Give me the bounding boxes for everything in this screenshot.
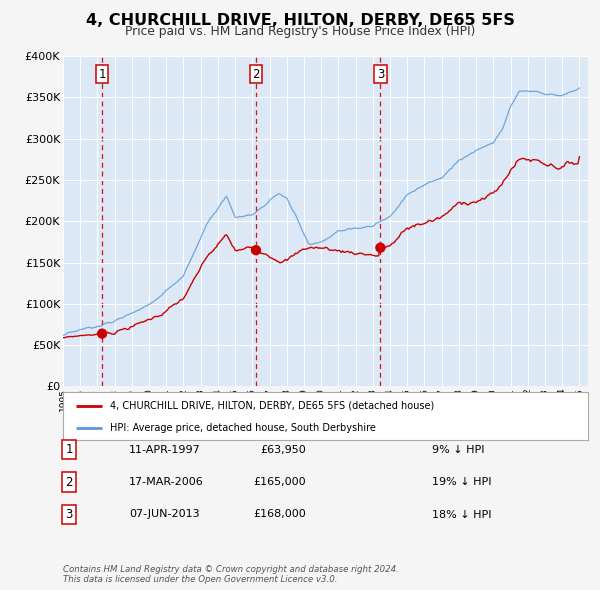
Text: Contains HM Land Registry data © Crown copyright and database right 2024.
This d: Contains HM Land Registry data © Crown c… (63, 565, 399, 584)
Text: Price paid vs. HM Land Registry's House Price Index (HPI): Price paid vs. HM Land Registry's House … (125, 25, 475, 38)
Text: 2: 2 (252, 68, 260, 81)
Text: 17-MAR-2006: 17-MAR-2006 (129, 477, 204, 487)
Text: 3: 3 (377, 68, 384, 81)
Text: 9% ↓ HPI: 9% ↓ HPI (432, 445, 485, 454)
Text: 4, CHURCHILL DRIVE, HILTON, DERBY, DE65 5FS (detached house): 4, CHURCHILL DRIVE, HILTON, DERBY, DE65 … (110, 401, 434, 411)
Text: 1: 1 (65, 443, 73, 456)
Text: £168,000: £168,000 (253, 510, 306, 519)
Text: HPI: Average price, detached house, South Derbyshire: HPI: Average price, detached house, Sout… (110, 423, 376, 432)
Text: 18% ↓ HPI: 18% ↓ HPI (432, 510, 491, 519)
Point (376, 243, 385, 253)
Text: 4, CHURCHILL DRIVE, HILTON, DERBY, DE65 5FS: 4, CHURCHILL DRIVE, HILTON, DERBY, DE65 … (86, 13, 514, 28)
Text: 11-APR-1997: 11-APR-1997 (129, 445, 201, 454)
Point (97, 329, 107, 338)
Text: 1: 1 (98, 68, 106, 81)
Text: £165,000: £165,000 (253, 477, 306, 487)
Text: 2: 2 (65, 476, 73, 489)
Point (251, 245, 261, 255)
Text: 07-JUN-2013: 07-JUN-2013 (129, 510, 200, 519)
Text: 3: 3 (65, 508, 73, 521)
Text: £63,950: £63,950 (260, 445, 306, 454)
Text: 19% ↓ HPI: 19% ↓ HPI (432, 477, 491, 487)
